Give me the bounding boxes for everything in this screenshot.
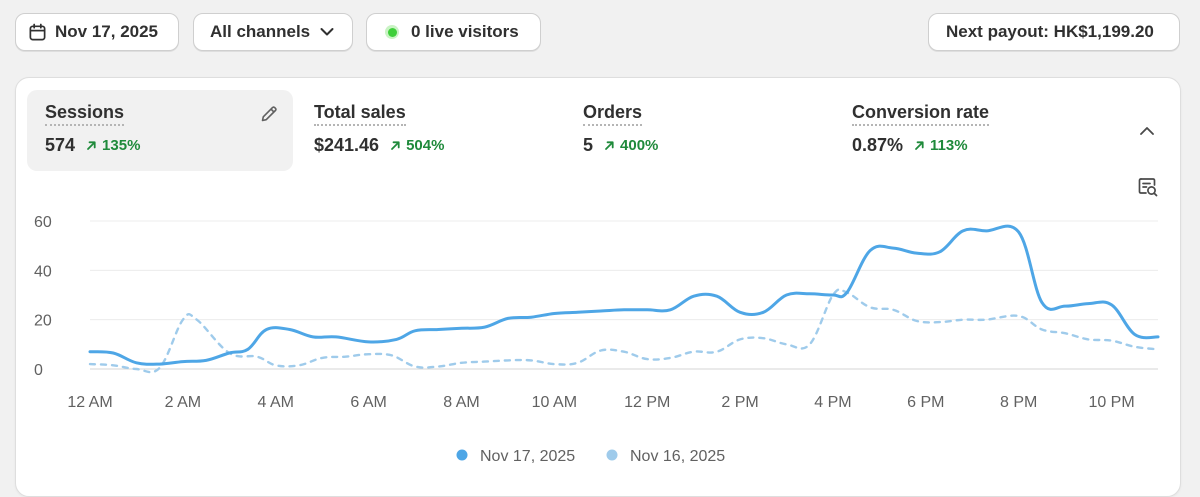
x-tick-label: 12 AM <box>67 394 112 411</box>
y-tick-label: 60 <box>34 214 52 231</box>
x-tick-label: 8 AM <box>443 394 479 411</box>
payout-label: Next payout: HK$1,199.20 <box>946 22 1154 41</box>
channels-label: All channels <box>210 22 311 41</box>
x-tick-label: 10 AM <box>532 394 577 411</box>
arrow-up-right-icon <box>391 141 400 150</box>
arrow-up-right-icon <box>915 141 924 150</box>
metric-value: 5 <box>583 135 594 155</box>
x-tick-label: 12 PM <box>624 394 670 411</box>
x-tick-label: 6 PM <box>907 394 944 411</box>
metric-label: Sessions <box>45 102 125 126</box>
x-tick-label: 6 AM <box>350 394 386 411</box>
metric-change: 504% <box>390 137 444 154</box>
live-visitors-button[interactable]: 0 live visitors <box>366 13 541 51</box>
chevron-down-icon <box>320 27 334 37</box>
y-tick-label: 0 <box>34 362 43 379</box>
live-visitors-label: 0 live visitors <box>411 22 519 41</box>
next-payout-button[interactable]: Next payout: HK$1,199.20 <box>928 13 1180 51</box>
arrow-up-right-icon <box>87 141 96 150</box>
date-label: Nov 17, 2025 <box>55 22 159 41</box>
legend-swatch <box>606 449 618 461</box>
analytics-card: Sessions 574 135% Total sales $241.46 50… <box>15 77 1181 497</box>
arrow-up-right-icon <box>605 141 614 150</box>
edit-pencil-icon[interactable] <box>259 104 279 129</box>
metric-label: Conversion rate <box>852 102 990 126</box>
metric-label: Orders <box>583 102 643 126</box>
chart-insights-icon[interactable] <box>1137 176 1159 203</box>
collapse-chevron-up-icon[interactable] <box>1137 121 1157 146</box>
series-line-current <box>88 224 1160 366</box>
sessions-line-chart: 0 20 40 60 12 AM 2 AM 4 AM 6 AM 8 AM 10 AM 12 PM 2 … <box>34 214 1160 465</box>
date-picker-button[interactable]: Nov 17, 2025 <box>15 13 179 51</box>
calendar-icon <box>28 23 47 42</box>
legend-label[interactable]: Nov 17, 2025 <box>480 448 575 465</box>
metric-change: 400% <box>604 137 658 154</box>
y-tick-label: 40 <box>34 263 52 280</box>
y-tick-label: 20 <box>34 313 52 330</box>
metric-tab-conversion-rate[interactable]: Conversion rate 0.87% 113% <box>834 90 1104 171</box>
x-tick-label: 2 AM <box>165 394 201 411</box>
x-tick-label: 10 PM <box>1088 394 1134 411</box>
series-line-previous <box>88 288 1160 374</box>
metric-change: 135% <box>86 137 140 154</box>
x-tick-label: 4 PM <box>814 394 851 411</box>
x-tick-label: 8 PM <box>1000 394 1037 411</box>
x-tick-label: 2 PM <box>721 394 758 411</box>
channels-dropdown[interactable]: All channels <box>193 13 353 51</box>
metric-tab-total-sales[interactable]: Total sales $241.46 504% <box>296 90 556 171</box>
metric-value: $241.46 <box>314 135 380 155</box>
x-tick-label: 4 AM <box>258 394 294 411</box>
live-status-icon <box>385 25 399 39</box>
metric-value: 0.87% <box>852 135 904 155</box>
metric-change: 113% <box>914 137 968 154</box>
legend-swatch <box>456 449 468 461</box>
metric-label: Total sales <box>314 102 406 126</box>
top-toolbar: Nov 17, 2025 All channels 0 live visitor… <box>15 13 1180 53</box>
metric-tab-sessions[interactable]: Sessions 574 135% <box>27 90 293 171</box>
metric-tab-orders[interactable]: Orders 5 400% <box>565 90 825 171</box>
metric-value: 574 <box>45 135 76 155</box>
legend-label[interactable]: Nov 16, 2025 <box>630 448 725 465</box>
